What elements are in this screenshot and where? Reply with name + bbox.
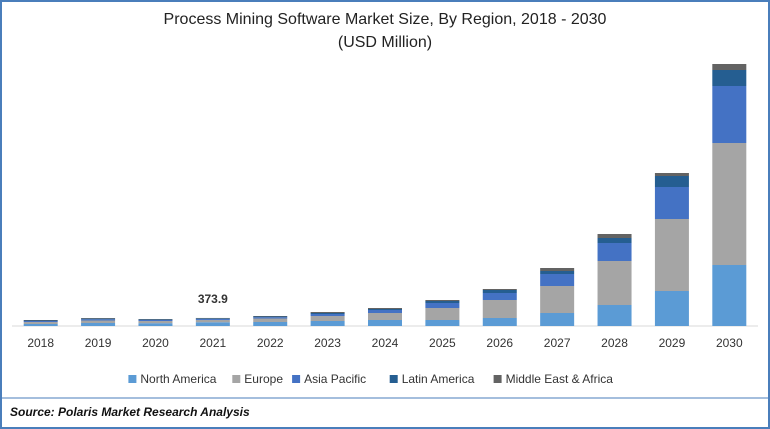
bar-segment bbox=[81, 320, 116, 323]
bar-segment bbox=[138, 319, 173, 320]
x-tick-label: 2024 bbox=[372, 336, 399, 350]
bar-segment bbox=[23, 322, 58, 324]
bar-segment bbox=[654, 291, 689, 326]
x-tick-label: 2029 bbox=[659, 336, 686, 350]
bar-segment bbox=[482, 293, 517, 300]
bar-segment bbox=[425, 300, 460, 301]
bar-segment bbox=[368, 310, 402, 313]
x-tick-label: 2027 bbox=[544, 336, 571, 350]
bar-segment bbox=[654, 187, 689, 219]
bar-segment bbox=[540, 274, 575, 286]
legend-label: Latin America bbox=[402, 372, 475, 386]
legend-swatch bbox=[232, 375, 241, 383]
bar-segment bbox=[253, 316, 288, 317]
legend-label: Asia Pacific bbox=[304, 372, 366, 386]
bar-segment bbox=[310, 313, 345, 314]
bar-segment bbox=[540, 286, 575, 313]
bar-segment bbox=[654, 173, 689, 176]
bar-segment bbox=[425, 301, 460, 303]
bar-segment bbox=[23, 321, 58, 322]
bar-segment bbox=[368, 320, 402, 326]
value-label: 373.9 bbox=[198, 292, 228, 306]
legend-label: Europe bbox=[244, 372, 283, 386]
legend-swatch bbox=[128, 375, 137, 383]
x-tick-label: 2028 bbox=[601, 336, 628, 350]
bar-segment bbox=[253, 322, 288, 326]
bar-segment bbox=[540, 268, 575, 271]
x-tick-label: 2030 bbox=[716, 336, 743, 350]
x-tick-label: 2018 bbox=[27, 336, 54, 350]
bar-segment bbox=[597, 305, 632, 326]
bar-segment bbox=[482, 300, 517, 318]
x-tick-label: 2025 bbox=[429, 336, 456, 350]
legend-label: Middle East & Africa bbox=[506, 372, 614, 386]
bar-segment bbox=[195, 318, 230, 319]
bar-segment bbox=[253, 318, 288, 322]
bar-segment bbox=[368, 308, 402, 309]
legend-swatch bbox=[389, 375, 398, 383]
legend-swatch bbox=[292, 375, 301, 383]
x-tick-label: 2023 bbox=[314, 336, 341, 350]
bar-segment bbox=[597, 261, 632, 305]
bar-segment bbox=[310, 321, 345, 326]
bar-segment bbox=[597, 234, 632, 238]
bar-segment bbox=[425, 308, 460, 320]
x-tick-label: 2026 bbox=[486, 336, 513, 350]
bar-segment bbox=[712, 265, 747, 326]
bar-segment bbox=[23, 320, 58, 321]
bar-segment bbox=[540, 313, 575, 326]
bar-segment bbox=[81, 318, 116, 320]
bar-segment bbox=[195, 319, 230, 323]
bar-segment bbox=[138, 320, 173, 321]
bar-segment bbox=[482, 290, 517, 293]
bar-segment bbox=[482, 318, 517, 326]
chart-subtitle: (USD Million) bbox=[338, 34, 432, 51]
bar-segment bbox=[310, 314, 345, 316]
bar-segment bbox=[81, 323, 116, 326]
bar-segment bbox=[425, 320, 460, 326]
legend-swatch bbox=[493, 375, 502, 383]
chart-title: Process Mining Software Market Size, By … bbox=[164, 11, 607, 28]
bar-segment bbox=[81, 319, 116, 321]
bar-segment bbox=[195, 322, 230, 326]
bar-segment bbox=[654, 219, 689, 291]
bar-segment bbox=[597, 238, 632, 243]
bar-segment bbox=[253, 316, 288, 318]
bar-segment bbox=[310, 316, 345, 321]
bar-segment bbox=[195, 318, 230, 320]
bar-segment bbox=[368, 309, 402, 310]
bar-segment bbox=[712, 86, 747, 143]
bar-segment bbox=[253, 317, 288, 319]
bar-segment bbox=[138, 323, 173, 326]
bar-segment bbox=[23, 324, 58, 326]
x-tick-label: 2022 bbox=[257, 336, 284, 350]
bar-segment bbox=[654, 176, 689, 187]
bar-segment bbox=[482, 289, 517, 290]
x-tick-label: 2021 bbox=[199, 336, 226, 350]
bar-segment bbox=[712, 64, 747, 70]
bar-segment bbox=[138, 321, 173, 324]
bar-segment bbox=[540, 271, 575, 274]
source: Source: Polaris Market Research Analysis bbox=[10, 405, 250, 419]
bar-segment bbox=[81, 318, 116, 319]
bar-segment bbox=[597, 243, 632, 261]
x-tick-label: 2020 bbox=[142, 336, 169, 350]
bar-segment bbox=[712, 70, 747, 86]
bar-segment bbox=[23, 320, 58, 321]
legend-label: North America bbox=[140, 372, 216, 386]
bar-segment bbox=[310, 312, 345, 313]
bar-segment bbox=[712, 143, 747, 265]
bar-segment bbox=[425, 303, 460, 308]
x-tick-label: 2019 bbox=[85, 336, 112, 350]
bar-segment bbox=[368, 313, 402, 320]
